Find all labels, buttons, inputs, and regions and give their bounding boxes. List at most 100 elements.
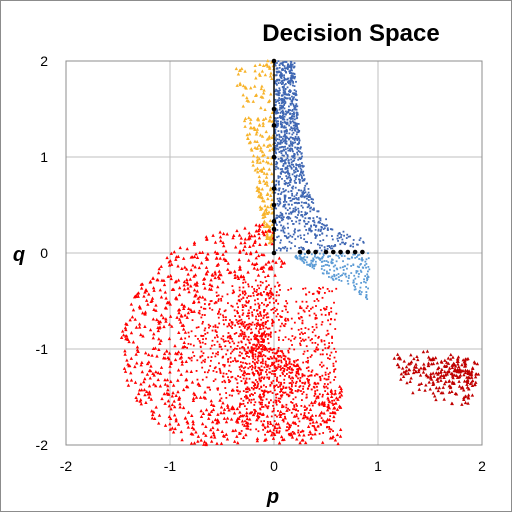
red-point [191, 419, 195, 423]
red-point [198, 250, 202, 255]
blue-point [297, 146, 300, 149]
red-point [297, 372, 300, 375]
red-point [239, 376, 242, 379]
blue-point [317, 228, 320, 231]
red-point [172, 399, 176, 403]
blue-point [308, 204, 311, 207]
light-blue-point [294, 255, 297, 258]
blue-point [286, 86, 289, 89]
light-blue-point [311, 263, 314, 266]
red-point [292, 398, 295, 401]
blue-point [283, 204, 285, 206]
red-point [237, 233, 242, 237]
blue-point [280, 170, 283, 173]
blue-point [285, 140, 288, 143]
red-point [286, 311, 289, 314]
blue-point [289, 165, 292, 168]
blue-point [342, 230, 345, 233]
blue-point [288, 184, 291, 186]
dark-red-point [463, 400, 468, 405]
red-point [199, 341, 202, 344]
orange-point [238, 82, 242, 87]
red-point [313, 386, 316, 389]
red-point [326, 425, 329, 428]
red-point [232, 291, 235, 293]
blue-point [277, 99, 280, 102]
red-point [264, 298, 267, 300]
red-point [243, 333, 246, 336]
red-point [296, 368, 298, 371]
orange-point [270, 198, 274, 202]
red-point [299, 333, 301, 336]
dark-red-point [447, 379, 451, 383]
red-point [327, 346, 330, 349]
blue-point [280, 224, 282, 227]
red-point [156, 377, 160, 382]
red-point [257, 359, 260, 362]
blue-point [304, 211, 307, 214]
light-blue-point [296, 256, 299, 259]
red-point [302, 388, 304, 390]
red-point [290, 363, 293, 366]
red-point [242, 423, 247, 427]
red-point [288, 360, 291, 363]
red-point [160, 396, 164, 401]
red-point [188, 335, 190, 338]
red-point [225, 232, 229, 236]
black-marker-point [271, 106, 277, 112]
red-point [298, 379, 301, 382]
light-blue-point [346, 263, 349, 266]
red-point [309, 422, 312, 425]
blue-point [297, 128, 299, 131]
red-point [143, 290, 147, 294]
blue-point [292, 93, 295, 95]
dark-red-point [436, 367, 440, 371]
red-point [233, 275, 237, 279]
red-point [229, 356, 232, 359]
red-point [320, 361, 323, 364]
dark-red-point [409, 376, 413, 380]
red-point [272, 321, 274, 324]
red-point [308, 310, 311, 312]
red-point [269, 365, 272, 367]
red-point [297, 368, 300, 370]
red-point [165, 378, 170, 382]
red-point [176, 278, 181, 282]
blue-point [316, 243, 319, 246]
red-point [242, 312, 245, 315]
red-point [157, 347, 161, 351]
red-point [327, 406, 332, 410]
red-point [227, 369, 230, 372]
blue-point [284, 83, 287, 85]
red-point [279, 289, 281, 291]
light-blue-point [354, 253, 356, 256]
red-point [311, 338, 313, 340]
red-point [260, 348, 263, 351]
red-point [131, 340, 136, 344]
red-point [135, 345, 140, 349]
red-point [178, 320, 183, 324]
light-blue-point [361, 257, 363, 259]
red-point [247, 339, 250, 342]
blue-point [330, 247, 332, 250]
light-blue-point [318, 257, 321, 260]
red-point [311, 424, 314, 427]
blue-point [275, 107, 278, 110]
red-point [158, 341, 162, 345]
blue-point [300, 152, 303, 155]
blue-point [305, 229, 308, 231]
blue-point [291, 198, 294, 200]
red-point [204, 441, 208, 445]
red-point [261, 269, 266, 273]
red-point [259, 311, 262, 313]
red-point [291, 344, 293, 346]
orange-point [265, 144, 270, 148]
blue-point [293, 137, 296, 140]
red-point [158, 288, 162, 292]
red-point [325, 306, 328, 308]
red-point [308, 383, 311, 386]
red-point [180, 362, 184, 366]
red-point [328, 358, 331, 360]
blue-point [278, 200, 281, 203]
red-point [309, 339, 312, 342]
